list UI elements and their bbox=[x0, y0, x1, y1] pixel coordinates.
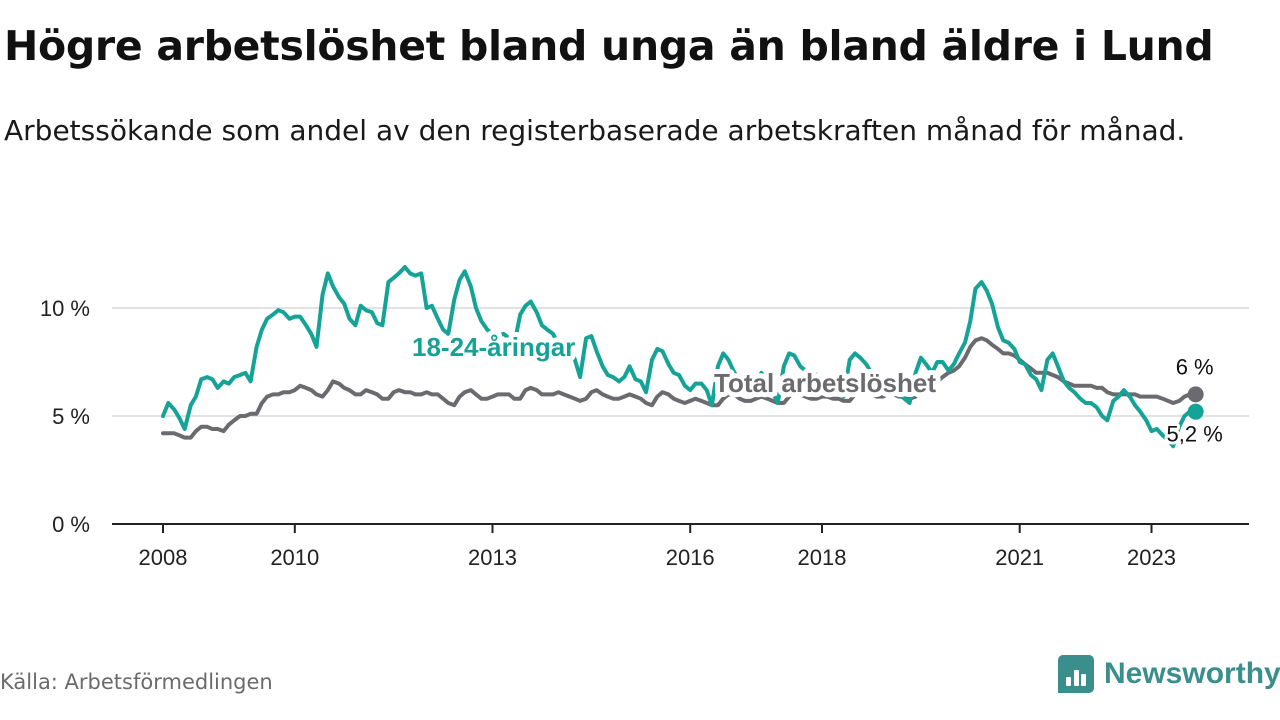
brand-name: Newsworthy bbox=[1104, 657, 1280, 690]
series-label-total: Total arbetslöshet bbox=[714, 368, 936, 398]
x-tick-label: 2018 bbox=[798, 545, 847, 570]
series-label-18-24-halo: 18-24-åringar bbox=[412, 332, 575, 362]
newsworthy-logo: Newsworthy bbox=[1058, 654, 1280, 694]
end-marker-18-24 bbox=[1187, 403, 1204, 420]
series-label-total-halo: Total arbetslöshet bbox=[714, 368, 936, 398]
chart-subtitle: Arbetssökande som andel av den registerb… bbox=[4, 114, 1186, 147]
end-label-total-halo: 6 % bbox=[1176, 354, 1214, 379]
x-tick-label: 2016 bbox=[666, 545, 715, 570]
end-label-18-24-halo: 5,2 % bbox=[1167, 422, 1223, 447]
series-label-18-24: 18-24-åringar bbox=[412, 332, 575, 362]
bar-chart-icon bbox=[1058, 655, 1094, 693]
chart-title: Högre arbetslöshet bland unga än bland ä… bbox=[4, 22, 1214, 70]
x-tick-label: 2023 bbox=[1127, 545, 1176, 570]
x-tick-label: 2013 bbox=[468, 545, 517, 570]
end-label-total: 6 % bbox=[1176, 354, 1214, 379]
y-tick-label: 5 % bbox=[52, 404, 90, 429]
end-label-18-24: 5,2 % bbox=[1167, 422, 1223, 447]
x-tick-label: 2010 bbox=[270, 545, 319, 570]
x-tick-label: 2021 bbox=[995, 545, 1044, 570]
x-tick-label: 2008 bbox=[139, 545, 188, 570]
y-tick-label: 0 % bbox=[52, 512, 90, 537]
end-marker-total bbox=[1187, 386, 1204, 403]
series-line-18-24 bbox=[161, 265, 1198, 449]
y-tick-label: 10 % bbox=[40, 296, 90, 321]
source-note: Källa: Arbetsförmedlingen bbox=[0, 670, 273, 694]
